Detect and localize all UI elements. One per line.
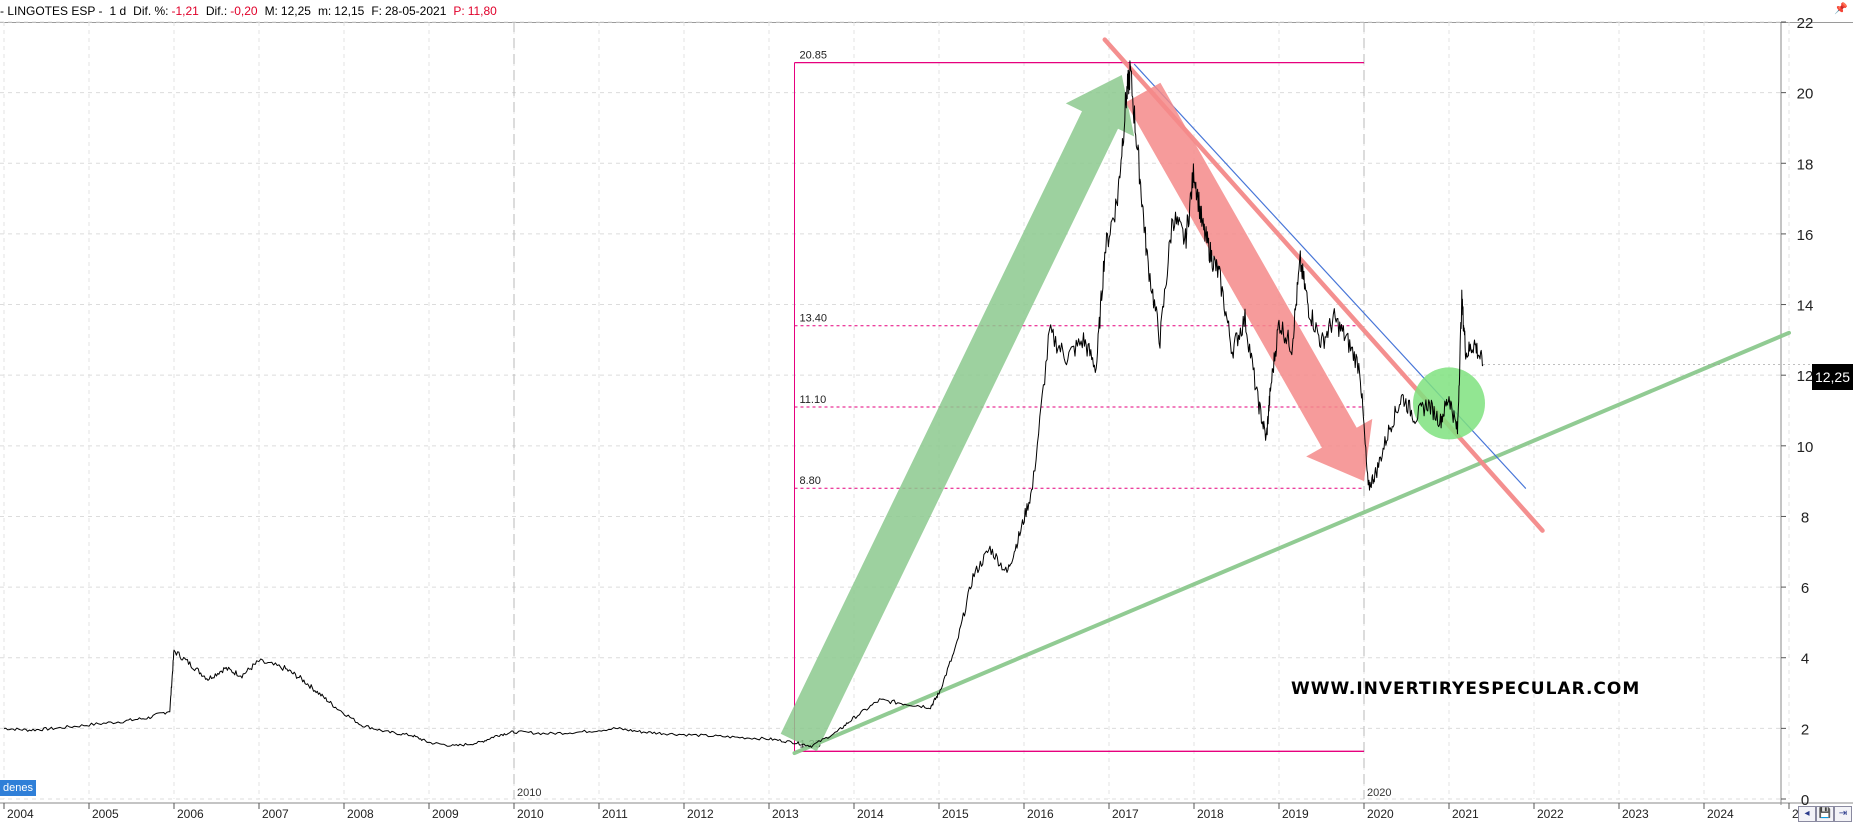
x-tick-label: 2015 [942,807,969,821]
site-watermark: WWW.INVERTIRYESPECULAR.COM [1291,679,1641,699]
y-tick-label: 4 [1801,651,1809,668]
high-value: 12,25 [280,4,311,18]
high-label: M: [264,4,278,18]
bull-arrow [780,75,1135,752]
fit-chart-button[interactable]: ⇥ [1834,806,1852,822]
dif-pct-label: Dif. %: [133,4,169,18]
price-label: P: [453,4,465,18]
consolidation-highlight [1413,367,1485,440]
y-tick-label: 14 [1797,298,1814,315]
save-layout-button[interactable]: 💾 [1816,806,1834,822]
dif-pct-value: -1,21 [171,4,199,18]
x-tick-label: 2020 [1367,807,1394,821]
y-tick-label: 2 [1801,721,1809,738]
x-tick-label: 2004 [7,807,34,821]
low-label: m: [317,4,332,18]
fib-level-label: 8.80 [800,475,821,487]
fib-level-label: 11.10 [800,394,827,406]
x-tick-label: 2013 [772,807,799,821]
dif-value: -0,20 [230,4,258,18]
y-tick-label: 10 [1797,439,1814,456]
trendline-support [792,330,1791,756]
y-tick-label: 20 [1797,86,1814,103]
x-tick-label: 2012 [687,807,714,821]
x-tick-label: 2024 [1707,807,1734,821]
y-tick-label: 0 [1801,792,1809,809]
x-tick-label: 2 [1792,807,1799,821]
date-label: F: [371,4,382,18]
fib-level-label: 13.40 [800,313,828,325]
last-price-badge: 12,25 [1812,364,1853,390]
pin-icon[interactable]: 📌 [1834,3,1848,15]
decade-label: 2010 [517,787,541,799]
x-tick-label: 2014 [857,807,884,821]
y-tick-label: 22 [1797,15,1814,32]
x-tick-label: 2021 [1452,807,1479,821]
x-tick-label: 2010 [517,807,544,821]
y-tick-label: 18 [1797,156,1814,173]
dif-label: Dif.: [205,4,228,18]
x-tick-label: 2008 [347,807,374,821]
y-tick-label: 8 [1801,509,1809,526]
date-value: 28-05-2021 [384,4,447,18]
price-series-line [3,60,1484,748]
x-tick-label: 2019 [1282,807,1309,821]
x-tick-label: 2009 [432,807,459,821]
chart-header: - LINGOTES ESP - 1 d Dif. %: -1,21 Dif.:… [0,0,1853,23]
scroll-left-button[interactable]: ◂ [1798,806,1816,822]
x-tick-label: 2011 [602,807,628,821]
symbol-label: - LINGOTES ESP - [0,4,103,18]
ordenes-tag[interactable]: denes [0,780,36,796]
period-label: 1 d [109,4,127,18]
low-value: 12,15 [334,4,365,18]
fib-level-label: 20.85 [800,50,828,62]
y-tick-label: 12 [1797,368,1814,385]
x-tick-label: 2007 [262,807,289,821]
x-tick-label: 2016 [1027,807,1054,821]
bear-arrow [1125,82,1373,482]
x-tick-label: 2023 [1622,807,1649,821]
x-tick-label: 2018 [1197,807,1224,821]
x-tick-label: 2005 [92,807,119,821]
decade-label: 2020 [1367,787,1391,799]
y-tick-label: 6 [1801,580,1809,597]
y-tick-label: 16 [1797,227,1814,244]
x-tick-label: 2017 [1112,807,1139,821]
x-tick-label: 2006 [177,807,204,821]
x-tick-label: 2022 [1537,807,1564,821]
price-value: 11,80 [467,4,497,18]
